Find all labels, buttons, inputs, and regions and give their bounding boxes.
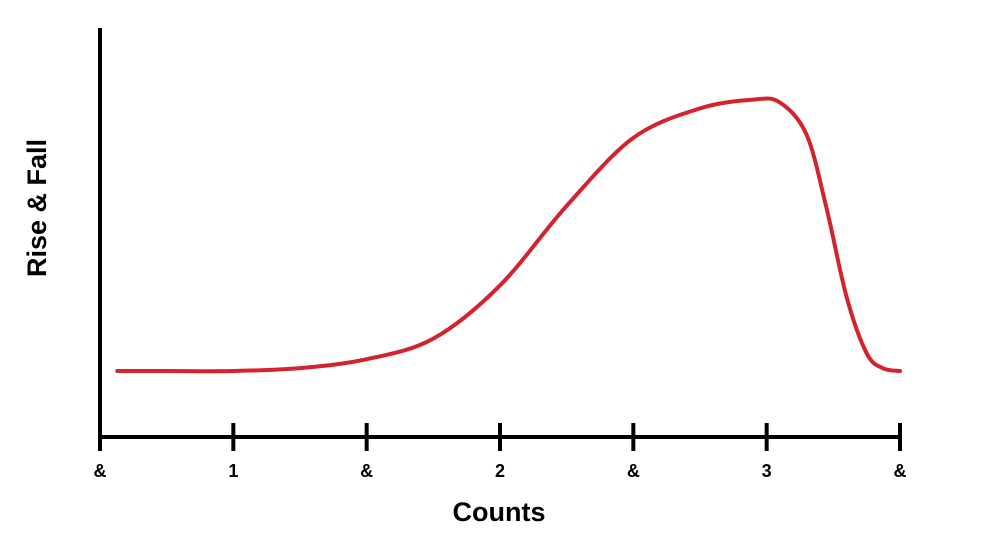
series-line	[115, 96, 902, 374]
x-tick-label: 1	[228, 461, 238, 481]
x-axis-title: Counts	[453, 497, 546, 527]
x-tick-label: 2	[495, 461, 505, 481]
x-tick-label: &	[360, 461, 373, 481]
x-ticks	[98, 423, 902, 451]
x-tick-label: &	[94, 461, 107, 481]
x-tick-label: &	[894, 461, 907, 481]
x-tick-label: &	[627, 461, 640, 481]
x-tick-label: 3	[762, 461, 772, 481]
x-tick-labels: & 1 & 2 & 3 &	[94, 461, 907, 481]
y-axis-title: Rise & Fall	[22, 139, 52, 277]
